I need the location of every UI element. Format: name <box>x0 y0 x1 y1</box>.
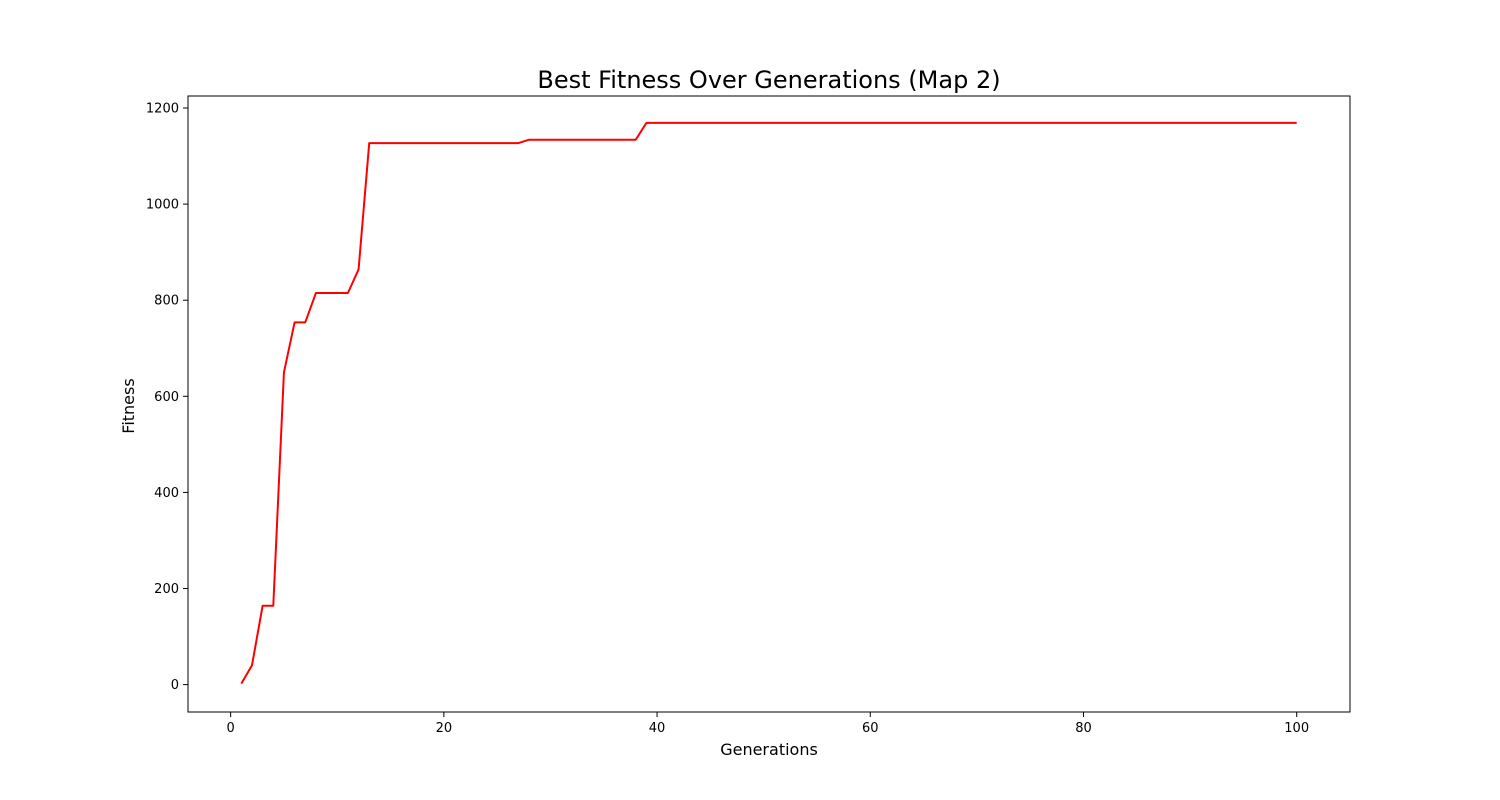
x-tick-label: 100 <box>1284 721 1309 736</box>
y-tick-label: 200 <box>154 582 179 597</box>
x-tick-label: 40 <box>649 721 666 736</box>
x-axis: 0 20 40 60 80 100 <box>227 712 1309 736</box>
x-axis-label: Generations <box>720 740 818 759</box>
chart-title: Best Fitness Over Generations (Map 2) <box>537 66 1000 94</box>
y-axis-label: Fitness <box>119 378 138 433</box>
y-tick-label: 800 <box>154 294 179 309</box>
series-layer <box>240 121 1297 685</box>
y-tick-label: 1000 <box>146 198 179 213</box>
plot-frame <box>187 95 1351 713</box>
y-tick-label: 600 <box>154 390 179 405</box>
plot-area <box>188 96 1350 712</box>
y-tick-label: 1200 <box>146 102 179 117</box>
y-tick-label: 400 <box>154 486 179 501</box>
plot-background <box>188 96 1350 712</box>
x-tick-label: 0 <box>227 721 235 736</box>
y-axis: 0 200 400 600 800 1000 1200 <box>146 102 188 693</box>
x-tick-label: 20 <box>436 721 453 736</box>
fitness-line <box>240 121 1297 685</box>
y-tick-label: 0 <box>171 678 179 693</box>
x-tick-label: 60 <box>862 721 879 736</box>
x-tick-label: 80 <box>1075 721 1092 736</box>
